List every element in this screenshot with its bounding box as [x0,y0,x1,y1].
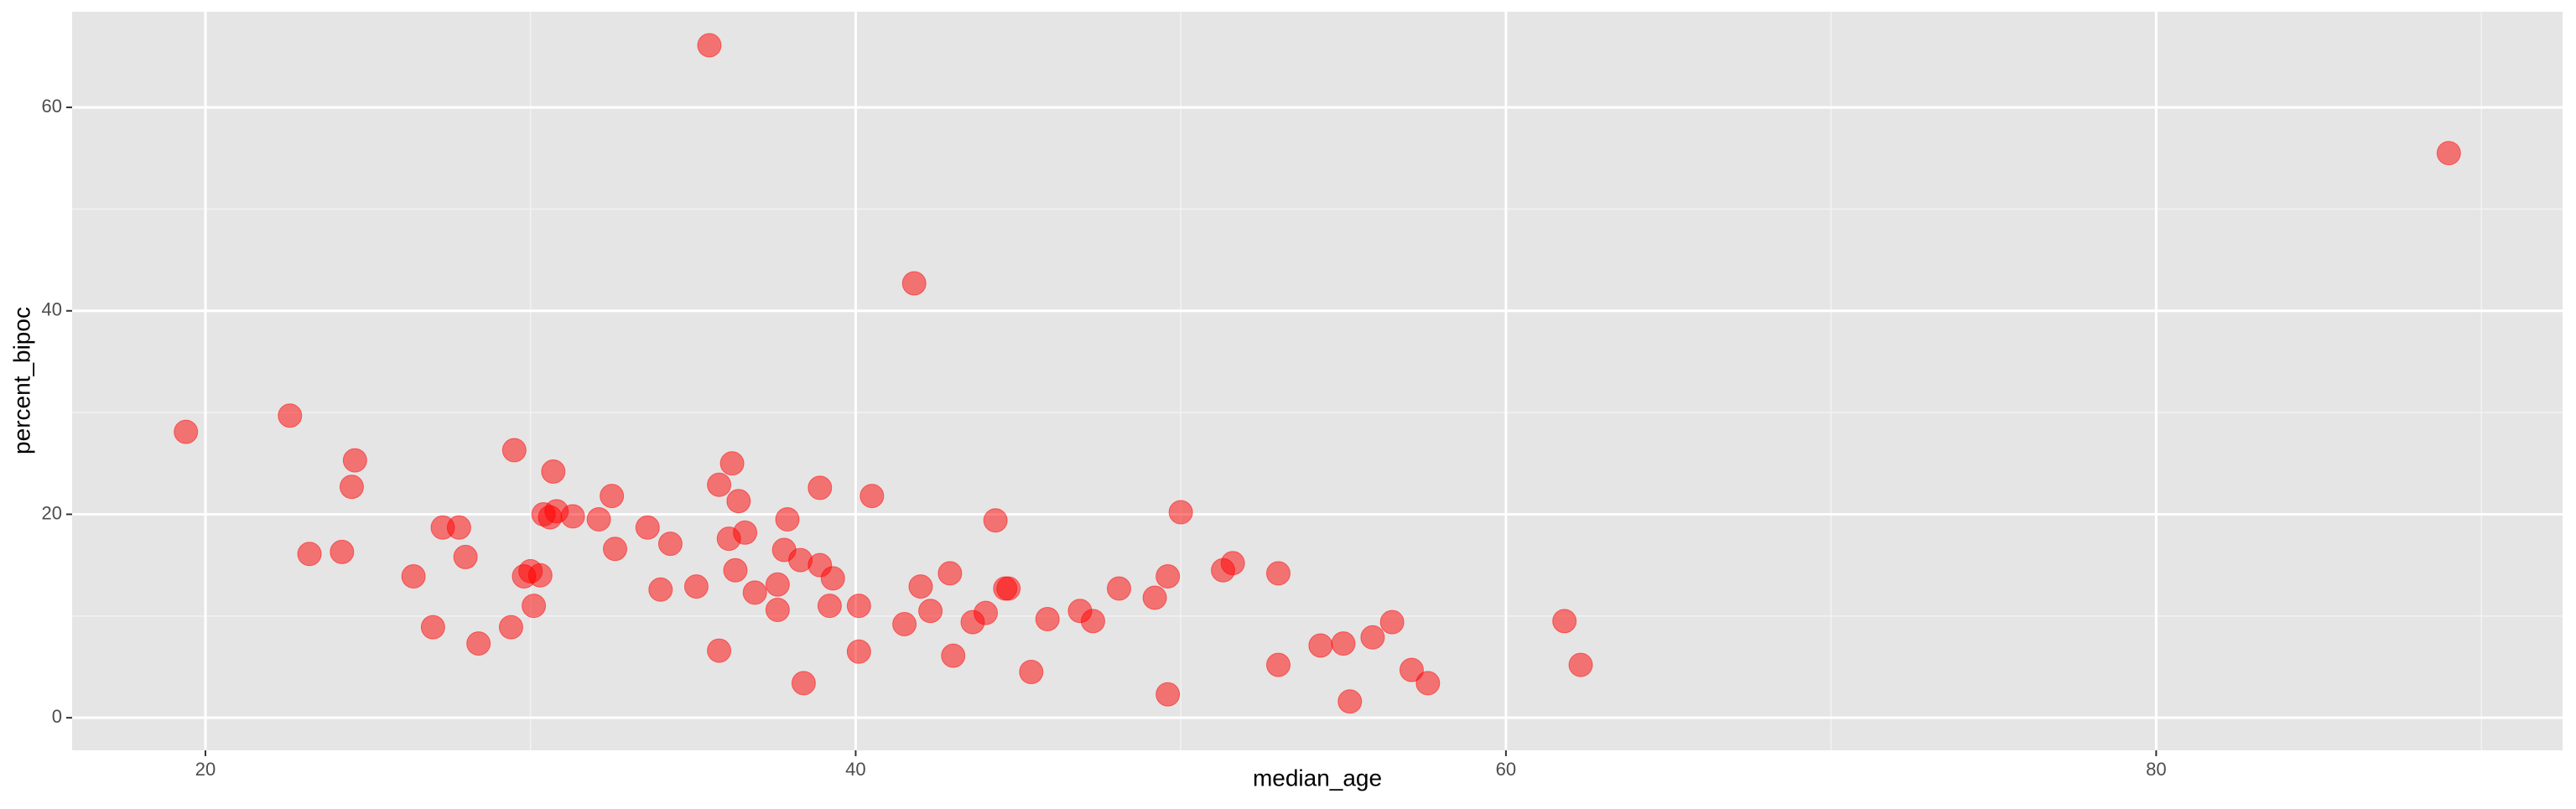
point [527,563,553,588]
point [719,451,745,476]
point [278,403,303,428]
point [420,615,445,640]
y-axis-title: percent_bipoc [8,307,34,454]
point [1142,585,1167,610]
point [765,572,790,597]
point [1156,682,1181,707]
point [1360,625,1385,650]
x-tick-label: 40 [845,759,865,780]
point [1220,551,1245,576]
point [501,438,527,463]
point [918,599,943,624]
x-axis-title: median_age [1253,765,1382,791]
point [1331,631,1356,656]
point [2436,141,2461,166]
x-tick-label: 20 [195,759,216,780]
point [1552,609,1577,634]
x-tick-label: 80 [2146,759,2166,780]
point [330,539,355,564]
point [996,576,1021,601]
point [937,561,963,586]
point [648,577,673,602]
point [657,532,683,557]
point [697,33,722,58]
point [1379,609,1405,635]
point [560,504,585,529]
point [635,515,660,540]
point [174,419,199,444]
y-tick-label: 20 [42,502,62,523]
point [453,544,478,569]
point [401,563,426,589]
point [733,520,758,545]
point [817,594,842,619]
point [726,489,751,514]
point [446,515,471,540]
point [1265,561,1291,586]
point [541,459,566,485]
y-tick-label: 60 [42,96,62,117]
point [941,643,966,668]
point [1568,652,1593,677]
point [860,484,885,509]
point [846,639,871,664]
point [586,507,611,532]
point [1168,500,1193,525]
point [808,475,833,500]
point [297,542,322,567]
x-tick-label: 60 [1496,759,1516,780]
point [1399,657,1424,682]
point [1265,652,1291,677]
point [974,600,999,625]
point [765,598,790,623]
point [846,594,871,619]
point [820,566,845,591]
panel [72,12,2563,750]
point [742,580,767,605]
y-tick-label: 40 [42,299,62,320]
point [1106,576,1131,601]
point [1080,609,1105,634]
point [1156,563,1181,589]
point [1019,660,1044,685]
point [603,537,628,562]
point [339,475,364,500]
point [983,508,1008,533]
point [775,507,800,532]
point [498,615,523,640]
point [342,448,367,473]
point [707,472,732,497]
point [522,594,547,619]
point [683,574,709,599]
point [707,638,732,663]
point [791,671,816,696]
point [723,557,748,583]
point [1415,671,1441,696]
point [600,484,625,509]
point [892,612,917,637]
point [1308,633,1333,658]
point [908,574,933,599]
point [1337,689,1363,714]
point [1035,606,1060,631]
point [466,631,491,656]
y-tick-label: 0 [52,706,62,727]
point [901,271,927,296]
